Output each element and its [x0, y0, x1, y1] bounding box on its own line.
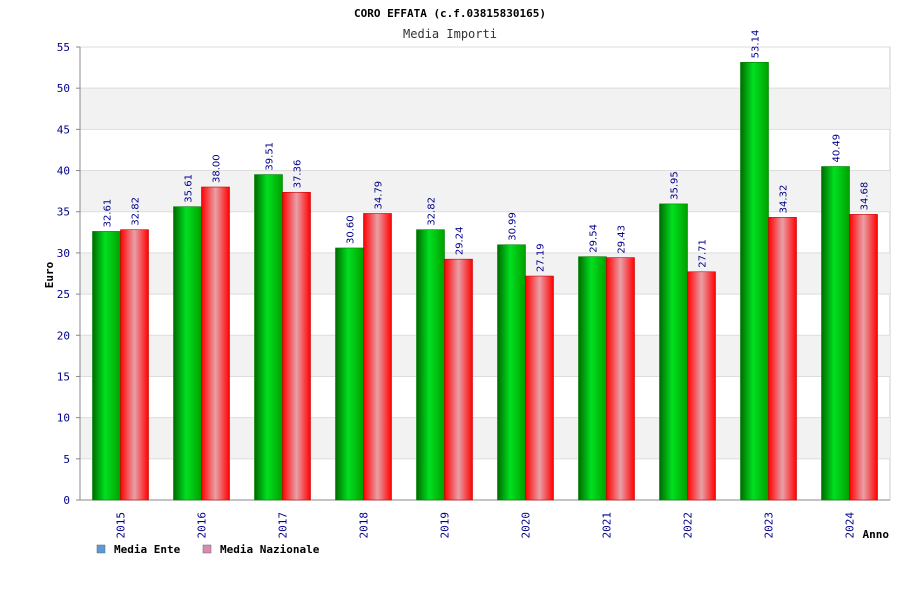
- y-tick-label: 5: [63, 453, 70, 466]
- bar-media-nazionale-2022: [687, 271, 716, 501]
- data-labels: 32.61 32.82 35.61 38.00 39.51 37.36 30.60 34.79…: [103, 30, 871, 272]
- bar-media-nazionale-2015: [120, 229, 149, 501]
- y-tick-label: 15: [57, 370, 70, 383]
- legend-label: Media Ente: [114, 543, 181, 556]
- bar-media-ente-2017: [254, 174, 283, 501]
- bar-media-ente-2024: [821, 166, 850, 501]
- bar-media-ente-2019: [416, 229, 445, 501]
- y-tick-label: 45: [57, 123, 70, 136]
- data-label: 39.51: [265, 142, 276, 171]
- data-label: 38.00: [212, 154, 223, 183]
- x-tick-label: 2021: [601, 512, 614, 539]
- x-axis-ticks: 2015 2016 2017 2018 2019 2020 2021 2022 2023 2024: [115, 512, 857, 539]
- x-tick-label: 2018: [358, 512, 371, 539]
- x-tick-label: 2023: [763, 512, 776, 539]
- data-label: 29.54: [589, 224, 600, 253]
- data-label: 32.82: [131, 197, 142, 226]
- data-label: 32.82: [427, 197, 438, 226]
- bar-media-nazionale-2024: [849, 214, 878, 501]
- y-tick-label: 10: [57, 412, 70, 425]
- data-label: 34.68: [860, 182, 871, 211]
- data-label: 27.71: [698, 239, 709, 268]
- legend-swatch: [202, 544, 212, 554]
- data-label: 35.95: [670, 171, 681, 200]
- x-tick-label: 2016: [196, 512, 209, 539]
- bar-media-nazionale-2017: [282, 191, 311, 501]
- x-tick-label: 2024: [844, 512, 857, 539]
- data-label: 29.43: [617, 225, 628, 254]
- y-tick-label: 30: [57, 247, 70, 260]
- x-tick-label: 2017: [277, 512, 290, 539]
- data-label: 30.60: [346, 215, 357, 244]
- data-label: 53.14: [751, 30, 762, 59]
- bars: [92, 62, 878, 501]
- y-tick-label: 35: [57, 206, 70, 219]
- y-tick-label: 20: [57, 329, 70, 342]
- x-tick-label: 2022: [682, 512, 695, 539]
- y-tick-label: 50: [57, 82, 70, 95]
- y-axis-title: Euro: [43, 261, 56, 288]
- y-tick-label: 55: [57, 41, 70, 54]
- data-label: 29.24: [455, 227, 466, 256]
- data-label: 34.32: [779, 185, 790, 214]
- bar-media-nazionale-2016: [201, 186, 230, 501]
- chart-title: CORO EFFATA (c.f.03815830165): [354, 7, 546, 20]
- bar-media-ente-2018: [335, 247, 364, 501]
- y-tick-label: 0: [63, 494, 70, 507]
- legend: Media Ente Media Nazionale: [96, 543, 320, 556]
- data-label: 34.79: [374, 181, 385, 210]
- legend-swatch: [96, 544, 106, 554]
- data-label: 27.19: [536, 243, 547, 272]
- x-tick-label: 2019: [439, 512, 452, 539]
- y-tick-label: 40: [57, 165, 70, 178]
- x-tick-label: 2020: [520, 512, 533, 539]
- chart-subtitle: Media Importi: [403, 27, 497, 41]
- bar-media-nazionale-2021: [606, 257, 635, 501]
- bar-media-ente-2021: [578, 256, 607, 501]
- data-label: 40.49: [832, 134, 843, 163]
- y-tick-label: 25: [57, 288, 70, 301]
- bar-media-nazionale-2019: [444, 258, 473, 501]
- bar-media-ente-2023: [740, 62, 769, 501]
- bar-media-nazionale-2020: [525, 275, 554, 501]
- data-label: 30.99: [508, 212, 519, 241]
- x-axis-title: Anno: [863, 528, 890, 541]
- bar-media-nazionale-2018: [363, 213, 392, 501]
- legend-label: Media Nazionale: [220, 543, 320, 556]
- x-tick-label: 2015: [115, 512, 128, 539]
- bar-media-ente-2016: [173, 206, 202, 501]
- bar-media-ente-2022: [659, 203, 688, 501]
- bar-media-nazionale-2023: [768, 217, 797, 501]
- y-axis-ticks: 0 5 10 15 20 25 30 35 40 45 50 55: [57, 41, 80, 507]
- bar-media-ente-2020: [497, 244, 526, 501]
- data-label: 37.36: [293, 160, 304, 189]
- data-label: 35.61: [184, 174, 195, 203]
- bar-media-ente-2015: [92, 231, 121, 501]
- data-label: 32.61: [103, 199, 114, 228]
